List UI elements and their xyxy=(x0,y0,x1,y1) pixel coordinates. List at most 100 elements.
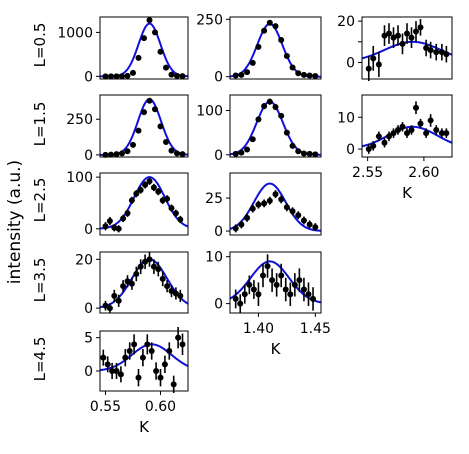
data-point-2 xyxy=(244,213,251,222)
data-marker xyxy=(249,205,256,212)
xtick-label: 1.45 xyxy=(300,321,331,337)
data-marker xyxy=(390,130,397,137)
data-marker xyxy=(306,221,313,228)
data-point-2 xyxy=(375,131,382,142)
data-marker xyxy=(102,302,109,309)
ytick-label: 0 xyxy=(346,55,355,71)
data-point-8 xyxy=(146,97,153,104)
data-marker xyxy=(146,256,153,263)
data-marker xyxy=(312,73,319,80)
xaxis-label: K xyxy=(402,184,413,202)
data-marker xyxy=(423,130,430,137)
ytick-label: 0 xyxy=(84,222,93,238)
data-point-12 xyxy=(423,128,430,138)
data-marker xyxy=(295,148,302,155)
data-marker xyxy=(133,190,140,197)
data-marker xyxy=(255,116,262,123)
data-marker xyxy=(161,361,168,368)
data-point-9 xyxy=(152,106,158,113)
data-marker xyxy=(237,300,244,307)
data-point-4 xyxy=(117,366,124,383)
data-point-14 xyxy=(312,73,319,80)
ytick-label: 0 xyxy=(84,69,93,85)
data-marker xyxy=(109,368,116,374)
data-point-0 xyxy=(232,289,239,309)
data-point-2 xyxy=(113,73,120,80)
data-marker xyxy=(135,54,142,61)
data-marker xyxy=(104,361,111,368)
data-marker xyxy=(130,141,136,148)
data-point-13 xyxy=(174,72,180,79)
data-marker xyxy=(423,45,430,51)
data-marker xyxy=(365,146,372,153)
data-point-12 xyxy=(155,261,162,277)
data-marker xyxy=(278,272,285,279)
data-point-15 xyxy=(166,342,173,360)
data-marker xyxy=(164,195,171,202)
data-marker xyxy=(135,127,142,134)
data-point-12 xyxy=(168,71,175,78)
data-point-13 xyxy=(174,150,180,157)
data-point-16 xyxy=(443,45,450,63)
data-marker xyxy=(312,224,319,231)
data-point-8 xyxy=(146,17,153,24)
data-marker xyxy=(172,210,179,217)
data-point-1 xyxy=(238,71,245,78)
data-marker xyxy=(102,223,109,230)
data-marker xyxy=(120,283,127,290)
data-marker xyxy=(399,123,406,130)
data-marker xyxy=(283,53,290,60)
data-marker xyxy=(310,295,317,302)
panel-c0-L2.5: 0 100 xyxy=(66,170,189,238)
data-point-13 xyxy=(306,72,313,79)
data-marker xyxy=(135,374,142,381)
data-marker xyxy=(306,150,313,157)
data-point-3 xyxy=(381,25,388,46)
data-point-12 xyxy=(300,150,307,157)
ytick-label: 25 xyxy=(205,191,223,207)
data-marker xyxy=(417,24,424,31)
data-marker xyxy=(159,275,166,282)
data-point-4 xyxy=(124,148,131,155)
panel-c0-L1.5: 0 250 xyxy=(66,94,189,164)
xtick-label: 1.40 xyxy=(243,321,274,337)
data-marker xyxy=(266,197,273,204)
panel-c2-L1.5: 0 10 2.55 2.60 K xyxy=(337,94,453,202)
xtick-label: 2.55 xyxy=(352,165,383,181)
data-point-9 xyxy=(283,203,290,212)
data-marker xyxy=(255,201,262,208)
data-marker xyxy=(413,28,419,35)
data-marker xyxy=(312,151,319,158)
data-point-11 xyxy=(295,148,302,155)
data-marker xyxy=(177,292,184,299)
data-point-7 xyxy=(141,109,147,116)
data-marker xyxy=(427,117,434,124)
data-point-10 xyxy=(278,263,285,288)
data-marker xyxy=(122,354,129,361)
data-point-9 xyxy=(283,129,290,136)
data-point-5 xyxy=(124,275,131,288)
data-point-2 xyxy=(241,284,248,304)
data-marker xyxy=(152,29,158,36)
ytick-label: 10 xyxy=(205,250,223,266)
data-marker xyxy=(128,197,135,204)
data-point-5 xyxy=(261,199,268,208)
data-marker xyxy=(278,36,285,43)
data-point-8 xyxy=(135,369,142,387)
panel-c0-L0.5: 0 1000 xyxy=(57,16,189,85)
data-point-17 xyxy=(310,287,317,311)
ytick-label: 0 xyxy=(214,224,223,240)
data-marker xyxy=(305,291,312,298)
data-point-4 xyxy=(124,72,131,79)
data-point-4 xyxy=(120,214,127,223)
data-marker xyxy=(163,139,169,146)
data-point-2 xyxy=(113,151,120,158)
data-point-8 xyxy=(137,259,144,274)
data-marker xyxy=(175,334,182,341)
data-point-7 xyxy=(131,334,138,355)
data-point-9 xyxy=(283,53,290,60)
data-marker xyxy=(137,263,144,270)
data-marker xyxy=(249,59,256,66)
data-point-5 xyxy=(255,282,262,306)
data-marker xyxy=(168,147,175,154)
